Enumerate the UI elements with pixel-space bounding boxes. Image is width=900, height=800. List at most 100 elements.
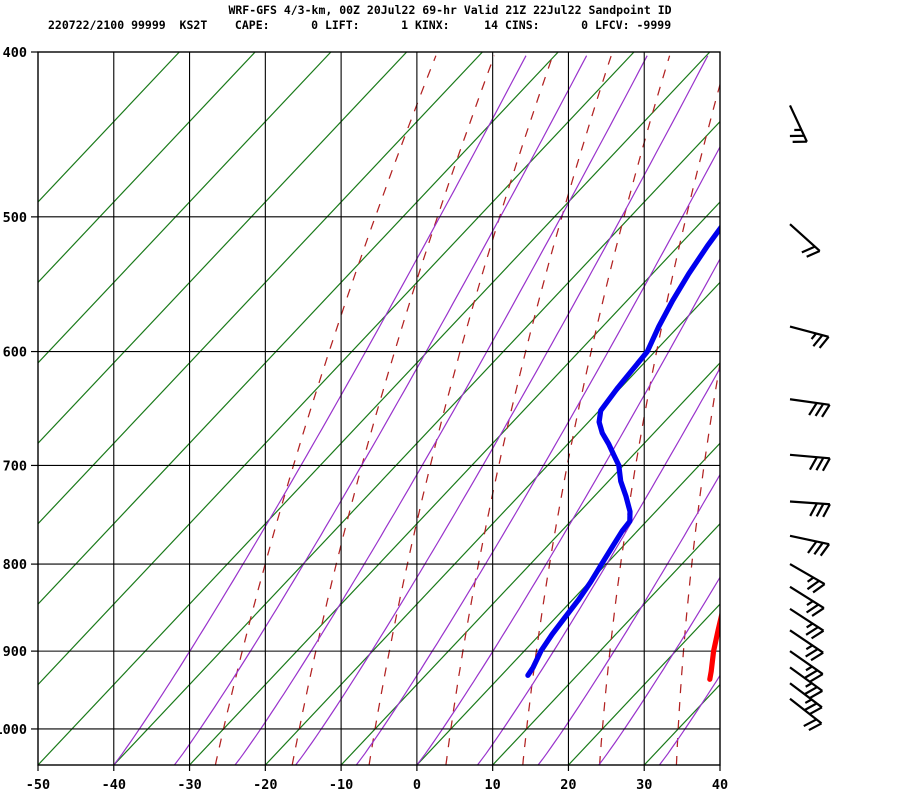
barb-full — [819, 543, 831, 557]
barb-half — [805, 682, 813, 688]
isotherm-line — [38, 52, 332, 364]
barb-full — [822, 503, 831, 518]
barb-full — [806, 579, 820, 591]
moist-adiabat-line — [598, 576, 720, 765]
wind-barb — [789, 585, 825, 617]
barb-full — [809, 673, 824, 683]
x-tick-label: -40 — [102, 777, 126, 793]
isotherm-line — [38, 52, 635, 686]
barb-full — [801, 245, 816, 254]
isotherm-line — [340, 361, 720, 765]
chart-title: WRF-GFS 4/3-km, 00Z 20Jul22 69-hr Valid … — [228, 3, 672, 17]
isotherm-line — [38, 52, 256, 284]
wind-barb — [789, 682, 823, 716]
wind-barb — [789, 650, 824, 683]
barb-full — [810, 651, 824, 662]
barb-half — [806, 622, 814, 629]
barb-full — [815, 457, 825, 471]
isotherm-line — [38, 52, 180, 203]
dry-adiabat-line — [368, 55, 554, 765]
x-tick-label: -30 — [177, 777, 201, 793]
wind-barb — [789, 629, 824, 662]
wind-barb — [789, 607, 825, 640]
wind-barb — [789, 398, 831, 418]
y-tick-label: 500 — [3, 210, 27, 226]
moist-adiabat-line — [355, 145, 720, 765]
isotherm-line — [189, 201, 720, 765]
barb-full — [812, 334, 824, 347]
barb-half — [804, 698, 813, 704]
moist-adiabat-line — [113, 55, 527, 765]
wind-barb — [789, 104, 808, 143]
barb-full — [805, 603, 820, 614]
barb-full — [809, 502, 818, 517]
isotherm-line — [38, 52, 711, 765]
barb-full — [821, 457, 831, 472]
wind-barb — [789, 563, 826, 594]
barb-half — [810, 332, 817, 340]
wind-barb — [789, 697, 823, 732]
moist-adiabat-line — [295, 55, 709, 765]
barb-shaft — [789, 325, 829, 338]
barb-full — [810, 629, 825, 640]
isotherm-lines — [38, 52, 720, 765]
barb-full — [808, 456, 818, 471]
wind-barb — [789, 534, 831, 557]
barb-full — [808, 706, 823, 716]
x-tick-label: 20 — [560, 777, 576, 793]
isotherm-line — [113, 120, 720, 765]
isotherm-line — [416, 442, 720, 765]
moist-adiabat-line — [234, 55, 648, 765]
barb-full — [808, 402, 818, 416]
barb-full — [818, 336, 830, 349]
barb-full — [812, 583, 826, 594]
wind-barb — [789, 500, 831, 518]
chart-info-line: 220722/2100 99999 KS2T CAPE: 0 LIFT: 1 K… — [48, 18, 672, 32]
moist-adiabat-line — [658, 674, 720, 765]
barb-full — [808, 722, 823, 732]
y-tick-label: 800 — [3, 557, 27, 573]
plot-background — [38, 52, 720, 765]
dry-adiabat-line — [675, 360, 720, 765]
barb-full — [815, 503, 825, 517]
isotherm-line — [492, 522, 720, 765]
barb-shaft — [789, 223, 821, 252]
x-tick-label: 40 — [712, 777, 728, 793]
y-tick-label: 700 — [3, 458, 27, 474]
barb-full — [821, 404, 831, 418]
barb-full — [803, 702, 818, 712]
barb-full — [813, 542, 824, 555]
barb-half — [806, 576, 815, 583]
moist-adiabat-line — [416, 257, 720, 765]
plot-frame — [37, 51, 721, 766]
barb-full — [804, 686, 818, 696]
barb-full — [811, 607, 825, 617]
sounding-traces — [525, 224, 720, 682]
barb-half — [806, 600, 814, 607]
moist-adiabat-line — [477, 367, 720, 765]
barb-full — [803, 718, 817, 728]
wind-barb-column — [789, 104, 831, 732]
x-tick-label: 30 — [636, 777, 652, 793]
barb-half — [805, 644, 813, 651]
y-tick-label: 1000 — [0, 722, 27, 738]
y-tick-label: 600 — [3, 345, 27, 361]
dewpoint-trace — [525, 224, 720, 678]
isotherm-line — [38, 52, 559, 606]
barb-full — [805, 626, 819, 636]
x-tick-label: 10 — [485, 777, 501, 793]
barb-full — [805, 648, 819, 658]
barb-half — [805, 665, 813, 672]
barb-shaft — [789, 500, 830, 506]
y-tick-label: 400 — [3, 45, 27, 61]
isotherm-line — [568, 603, 720, 765]
isotherm-line — [38, 52, 408, 445]
y-tick-label: 900 — [3, 644, 27, 660]
barb-full — [809, 689, 823, 699]
wind-barb — [789, 325, 830, 349]
wind-barb — [789, 666, 824, 699]
x-tick-label: -10 — [329, 777, 353, 793]
barb-shaft — [789, 398, 830, 406]
grid-lines — [31, 51, 721, 771]
